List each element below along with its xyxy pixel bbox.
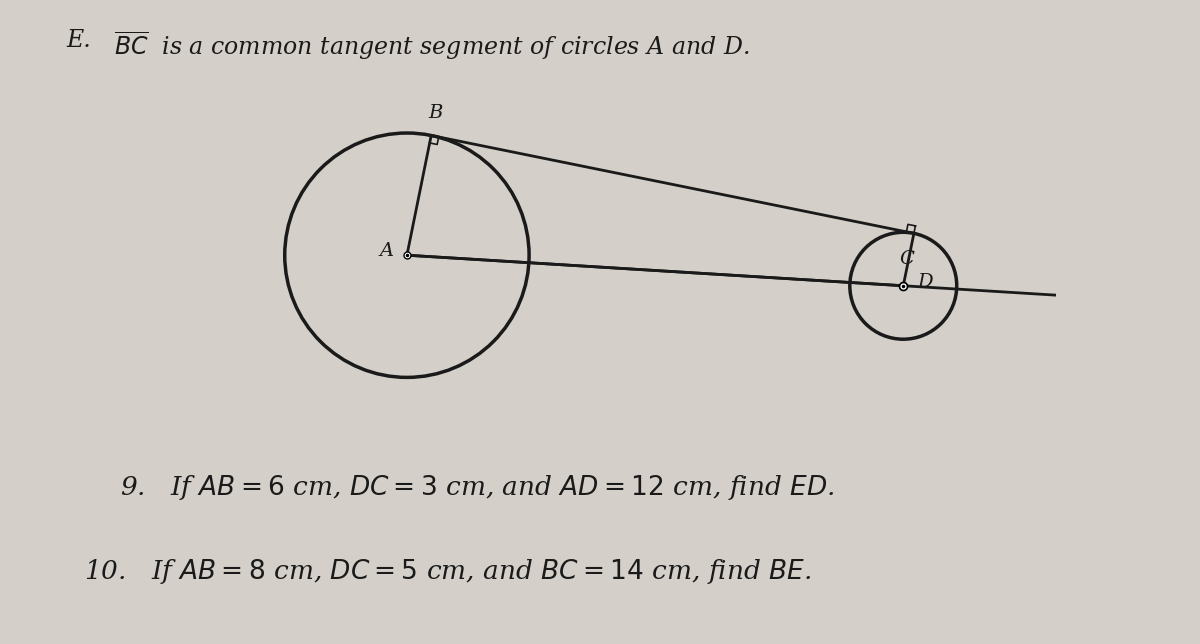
Text: $\overline{BC}$  is a common tangent segment of circles A and D.: $\overline{BC}$ is a common tangent segm… [114, 29, 750, 62]
Text: C: C [899, 250, 913, 268]
Text: B: B [428, 104, 443, 122]
Text: D: D [917, 273, 932, 291]
Text: 9.   If $AB = 6$ cm, $DC = 3$ cm, and $AD = 12$ cm, find $ED$.: 9. If $AB = 6$ cm, $DC = 3$ cm, and $AD … [120, 473, 834, 502]
Text: 10.   If $AB = 8$ cm, $DC = 5$ cm, and $BC = 14$ cm, find $BE$.: 10. If $AB = 8$ cm, $DC = 5$ cm, and $BC… [84, 557, 811, 586]
Text: A: A [379, 242, 394, 260]
Text: E.: E. [66, 29, 91, 52]
